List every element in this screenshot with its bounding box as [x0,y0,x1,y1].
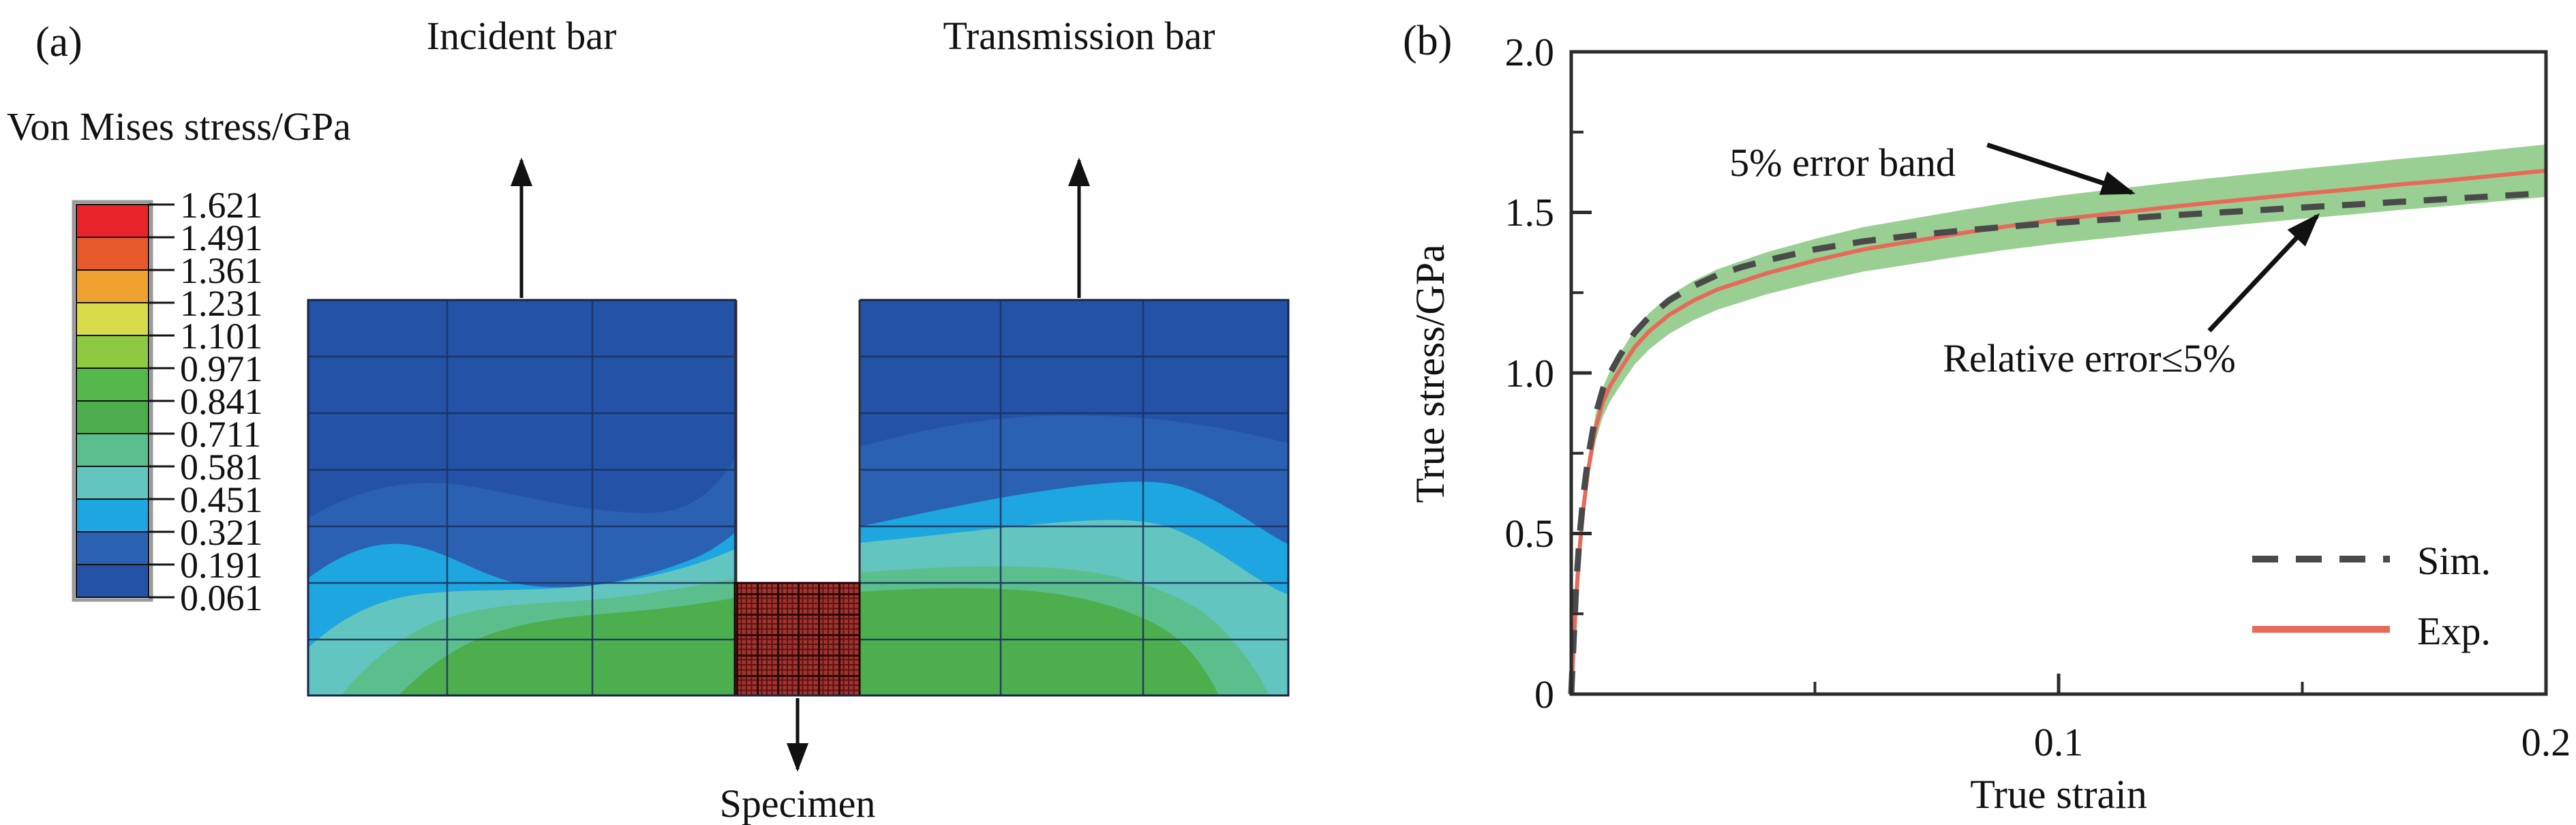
error-band [1571,144,2546,694]
y-axis-label: True stress/GPa [1408,244,1453,502]
colorbar-swatch [76,433,149,467]
colorbar-label: 0.971 [180,348,263,389]
specimen-mesh [733,582,861,697]
sim-curve [1568,190,2547,695]
colorbar-swatch [76,368,149,402]
colorbar-label: 0.451 [180,479,263,520]
plot-frame [1569,50,2548,696]
colorbar-label: 1.361 [180,250,263,291]
colorbar-swatch [76,400,149,434]
x-axis-label: True strain [1970,772,2147,817]
colorbar-swatch [76,564,149,598]
legend-sim-label: Sim. [2417,539,2491,583]
colorbar-label: 1.101 [180,316,263,357]
ytick-1.5: 1.5 [1505,190,1555,235]
relative-error-annotation: Relative error≤5% [1943,336,2236,380]
contour-outline [307,299,1290,697]
colorbar-label: 1.231 [180,283,263,324]
gap-edges [735,300,861,584]
incident-bar-label: Incident bar [427,14,617,58]
panel-a-tag: (a) [35,19,82,65]
colorbar: 1.6211.4911.3611.2311.1010.9710.8410.711… [72,185,263,618]
colorbar-label: 1.621 [180,185,263,226]
colorbar-swatch [76,466,149,500]
colorbar-label: 0.581 [180,447,263,487]
axis-ticks [1571,130,2304,694]
specimen-label: Specimen [720,781,876,825]
colorbar-swatch [76,531,149,565]
colorbar-swatch [76,237,149,271]
colorbar-swatch [76,302,149,336]
xtick-0.1: 0.1 [2034,720,2084,764]
ytick-2.0: 2.0 [1505,30,1555,74]
ytick-0: 0 [1534,672,1554,717]
error-band-annotation: 5% error band [1729,140,1956,185]
colorbar-swatch [76,269,149,303]
ytick-1.0: 1.0 [1505,351,1555,395]
error-band-arrow [1986,142,2136,195]
colorbar-label: 0.191 [180,545,263,586]
colorbar-label: 1.491 [180,217,263,258]
panel-b-stress-strain-chart: (b) 2.0 1.5 1.0 0.5 0 0.1 0.2 True stres… [1403,18,2571,817]
ytick-0.5: 0.5 [1505,511,1555,556]
bar-gap [736,297,860,584]
colorbar-swatch [76,498,149,532]
transmission-bar-label: Transmission bar [943,14,1215,58]
contour-plot [307,297,1290,697]
colorbar-title: Von Mises stress/GPa [7,104,351,149]
colorbar-label: 0.841 [180,381,263,422]
colorbar-label: 0.321 [180,512,263,553]
colorbar-label: 0.061 [180,578,263,618]
relative-error-arrow [2207,213,2320,333]
panel-b-tag: (b) [1403,18,1452,64]
legend-exp-label: Exp. [2417,609,2491,653]
xtick-0.2: 0.2 [2521,720,2571,764]
colorbar-label: 0.711 [180,414,262,455]
exp-curve [1569,168,2547,695]
colorbar-swatch [76,204,149,238]
panel-a-contour-figure: (a) Von Mises stress/GPa 1.6211.4911.361… [7,14,1290,825]
colorbar-swatch [76,335,149,369]
